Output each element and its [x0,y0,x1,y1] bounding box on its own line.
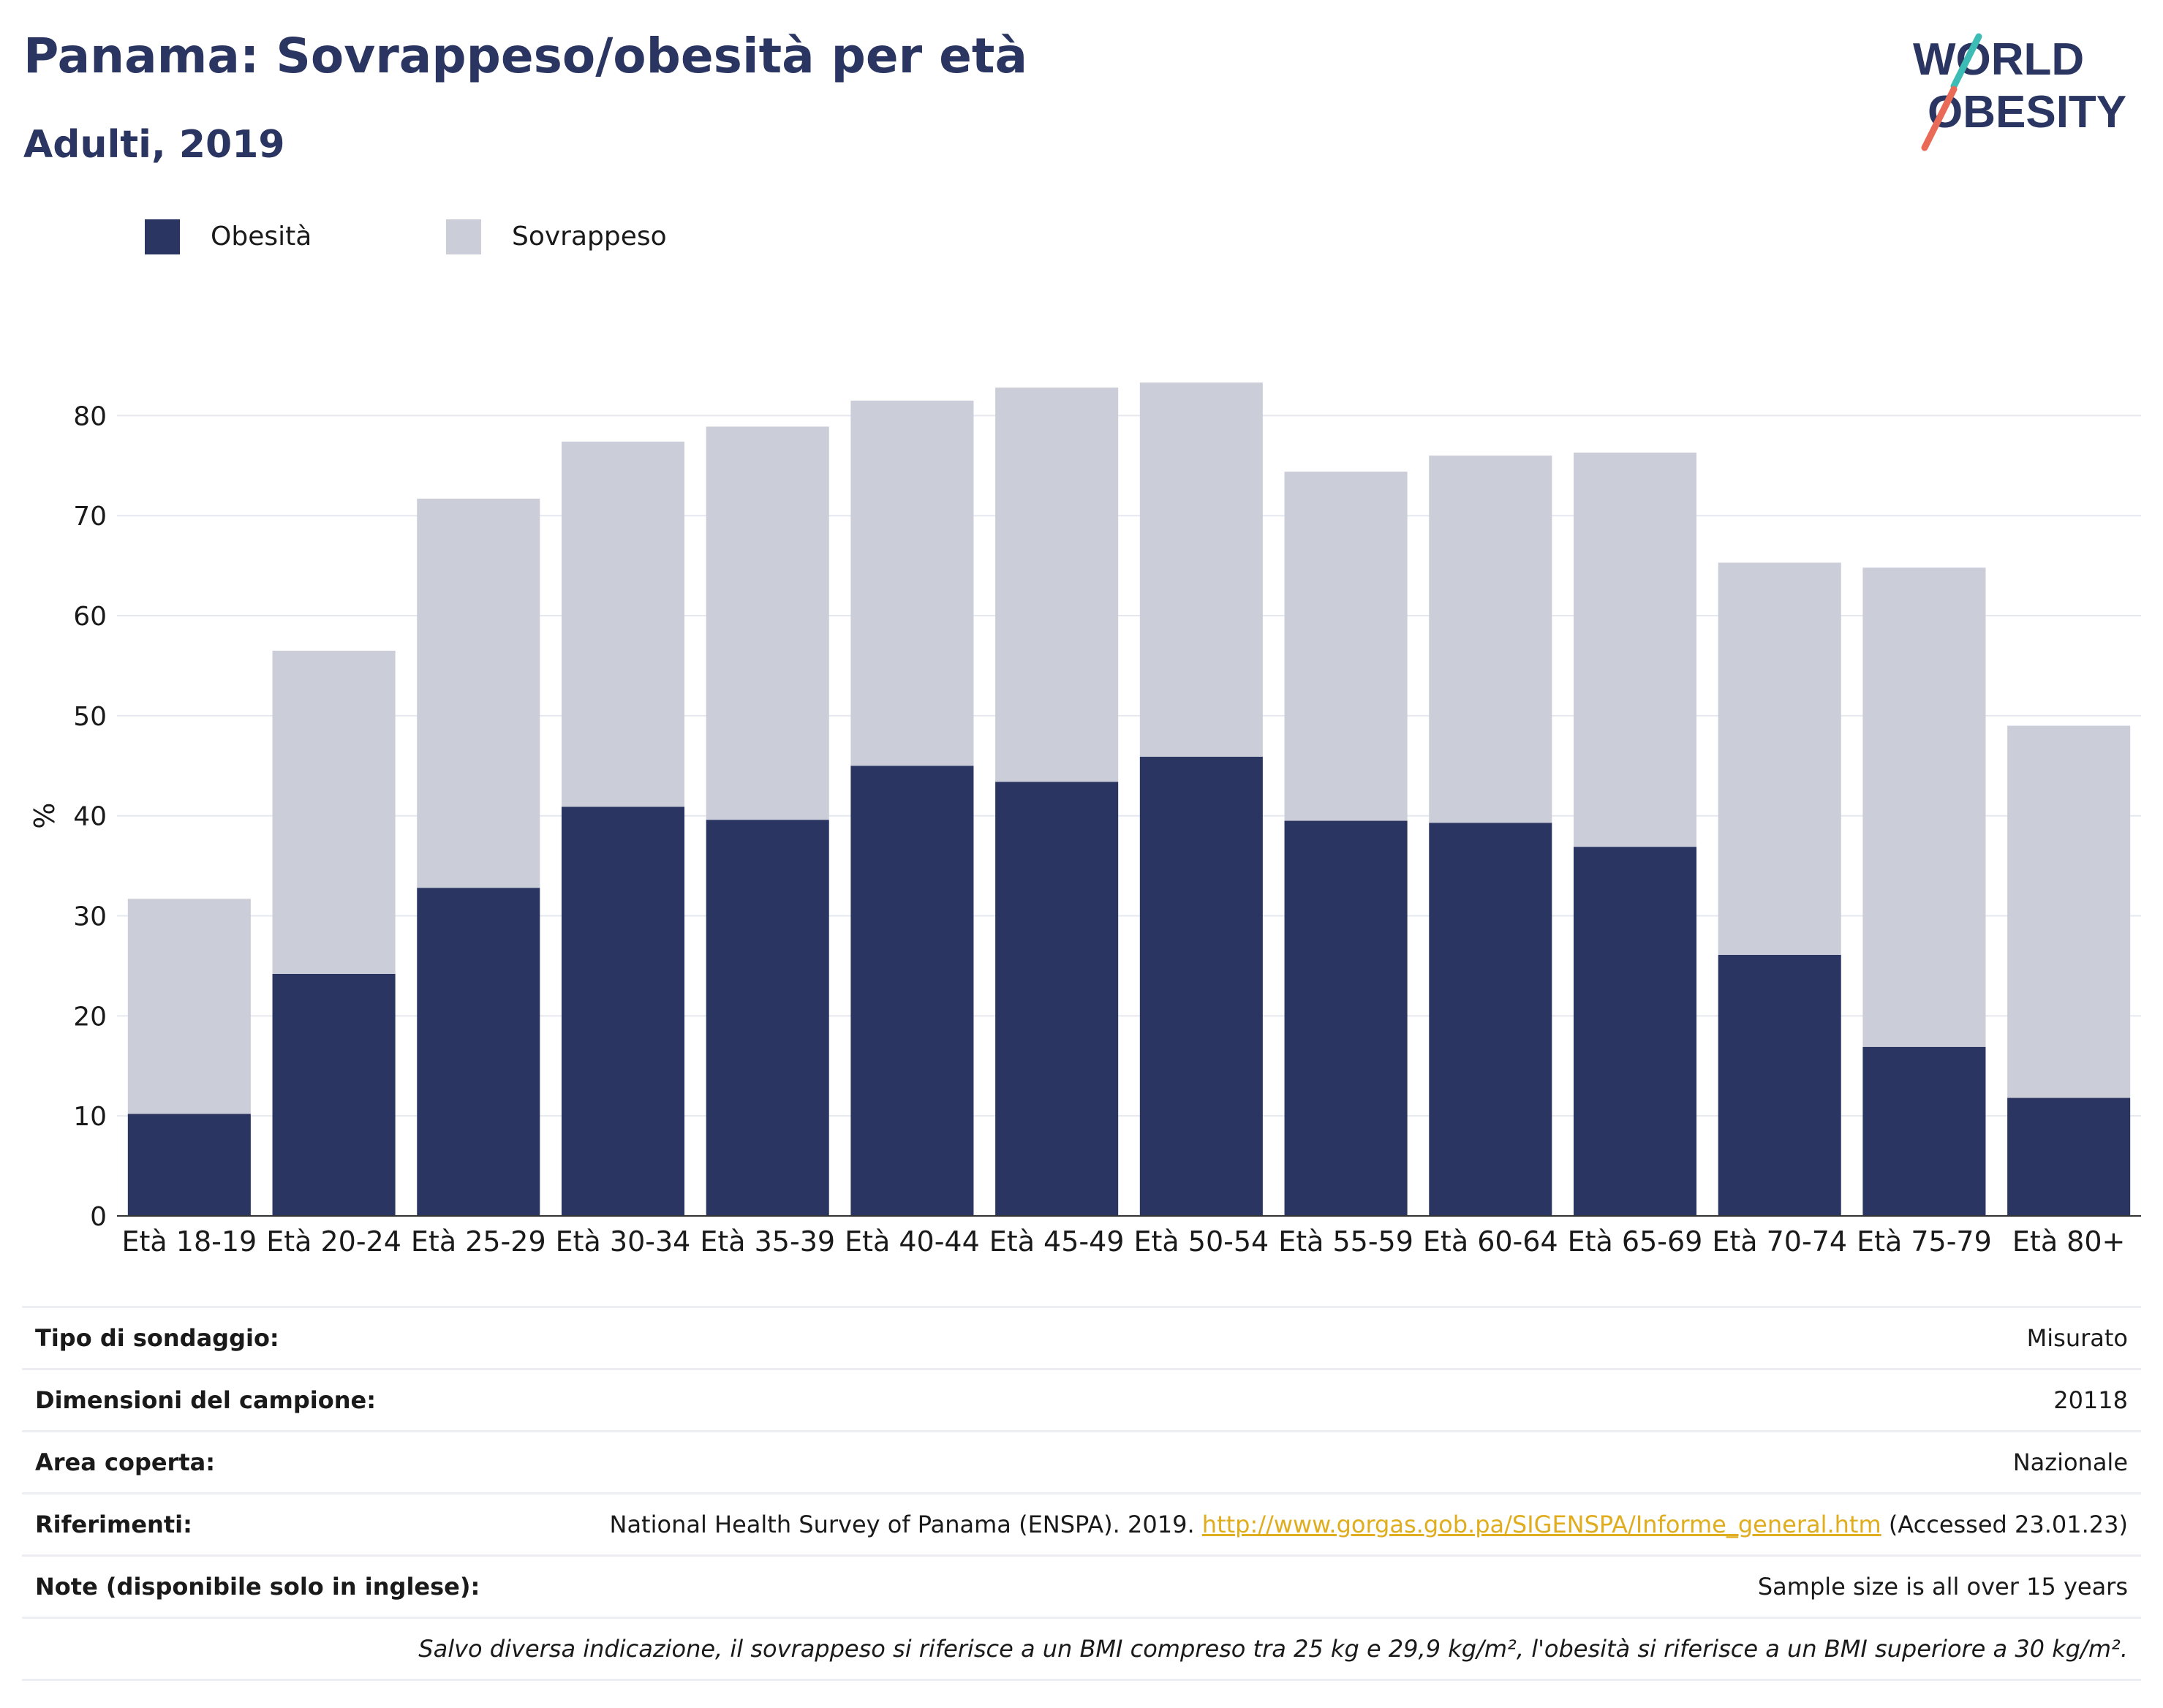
bar-obesita [2007,1097,2131,1216]
x-tick-label: Età 60-64 [1423,1225,1558,1258]
info-row-references: Riferimenti: National Health Survey of P… [22,1492,2141,1554]
y-tick-label: 50 [73,702,107,732]
y-tick-label: 40 [73,802,107,832]
reference-text: National Health Survey of Panama (ENSPA)… [609,1511,1202,1538]
x-tick-label: Età 55-59 [1278,1225,1413,1258]
legend-label-obesita: Obesità [211,222,312,252]
info-label: Dimensioni del campione: [35,1386,377,1414]
bar-sovrappeso [1718,562,1841,955]
bar-obesita [706,820,829,1216]
footnote-text: Salvo diversa indicazione, il sovrappeso… [418,1635,2128,1663]
bar-sovrappeso [1862,567,1986,1047]
x-tick-label: Età 35-39 [700,1225,835,1258]
legend-swatch-sovrappeso [446,219,481,254]
info-value: Sample size is all over 15 years [1757,1573,2128,1601]
bar-sovrappeso [1429,456,1552,823]
bar-sovrappeso [1573,453,1697,847]
bmi-footnote: Salvo diversa indicazione, il sovrappeso… [22,1617,2141,1681]
x-tick-label: Età 80+ [2012,1225,2125,1258]
info-row-survey-type: Tipo di sondaggio: Misurato [22,1306,2141,1368]
bar-obesita [995,782,1119,1216]
bar-sovrappeso [272,650,396,974]
reference-accessed: (Accessed 23.01.23) [1881,1511,2128,1538]
y-tick-label: 30 [73,902,107,932]
chart-subtitle: Adulti, 2019 [23,123,285,167]
bar-sovrappeso [1284,472,1408,821]
x-tick-label: Età 20-24 [266,1225,401,1258]
x-tick-label: Età 70-74 [1712,1225,1847,1258]
y-tick-label: 20 [73,1002,107,1032]
x-tick-label: Età 65-69 [1568,1225,1703,1258]
bar-sovrappeso [127,899,251,1114]
y-tick-label: 60 [73,602,107,632]
chart-title: Panama: Sovrappeso/obesità per età [23,28,1028,84]
bar-obesita [850,766,974,1216]
y-axis-title: % [29,803,61,829]
y-tick-label: 0 [90,1202,107,1232]
x-tick-label: Età 75-79 [1857,1225,1992,1258]
info-row-sample-size: Dimensioni del campione: 20118 [22,1368,2141,1430]
bar-obesita [1573,847,1697,1216]
info-row-area: Area coperta: Nazionale [22,1430,2141,1492]
y-tick-label: 80 [73,401,107,431]
x-tick-label: Età 25-29 [411,1225,546,1258]
y-tick-label: 10 [73,1102,107,1132]
bar-sovrappeso [706,426,829,820]
x-tick-label: Età 18-19 [122,1225,257,1258]
bar-chart: 0 10 20 30 40 50 60 70 80% Età 18-19 Età 20-24 Età … [29,382,2141,1258]
info-label: Note (disponibile solo in inglese): [35,1573,480,1601]
bar-sovrappeso [2007,725,2131,1098]
legend-swatch-obesita [145,219,180,254]
info-label: Area coperta: [35,1448,216,1476]
svg-text:WORLD: WORLD [1913,34,2084,85]
bar-obesita [272,973,396,1216]
y-tick-label: 70 [73,502,107,532]
bar-obesita [1718,954,1841,1216]
bar-obesita [1429,823,1552,1216]
info-label: Riferimenti: [35,1511,192,1538]
bar-sovrappeso [995,388,1119,782]
x-tick-label: Età 45-49 [989,1225,1125,1258]
legend-label-sovrappeso: Sovrappeso [512,222,667,252]
info-value: Nazionale [2012,1448,2128,1476]
world-obesity-logo: WORLD OBESITY [1913,33,2126,151]
bar-obesita [1284,820,1408,1216]
reference-link[interactable]: http://www.gorgas.gob.pa/SIGENSPA/Inform… [1201,1511,1881,1538]
bar-obesita [1139,756,1263,1216]
bar-obesita [417,888,540,1216]
bar-sovrappeso [417,498,540,888]
info-label: Tipo di sondaggio: [35,1324,279,1352]
info-value: 20118 [2053,1386,2128,1414]
bar-sovrappeso [850,400,974,766]
x-tick-label: Età 50-54 [1134,1225,1269,1258]
bar-obesita [1862,1046,1986,1216]
x-tick-label: Età 40-44 [845,1225,980,1258]
bar-obesita [127,1114,251,1216]
info-row-notes: Note (disponibile solo in inglese): Samp… [22,1554,2141,1617]
bar-obesita [561,806,685,1216]
info-value: Misurato [2026,1324,2128,1352]
x-tick-label: Età 30-34 [556,1225,691,1258]
bar-sovrappeso [1139,382,1263,757]
svg-text:OBESITY: OBESITY [1928,87,2126,137]
info-value: National Health Survey of Panama (ENSPA)… [610,1494,2129,1554]
bar-sovrappeso [561,441,685,807]
survey-info-table: Tipo di sondaggio: Misurato Dimensioni d… [22,1306,2141,1681]
